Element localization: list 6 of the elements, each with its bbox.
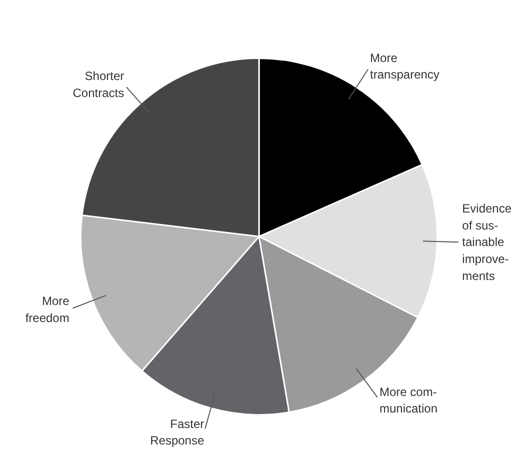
slice-label: Shorter Contracts	[72, 69, 124, 100]
slice-label: Faster Response	[150, 416, 204, 448]
slice-label: Evidence of sus- tainable improve- ments	[462, 202, 512, 283]
slice-label: More com- munication	[379, 384, 438, 416]
slice-label: More transparency	[370, 50, 440, 82]
slice-label: More freedom	[25, 294, 70, 325]
